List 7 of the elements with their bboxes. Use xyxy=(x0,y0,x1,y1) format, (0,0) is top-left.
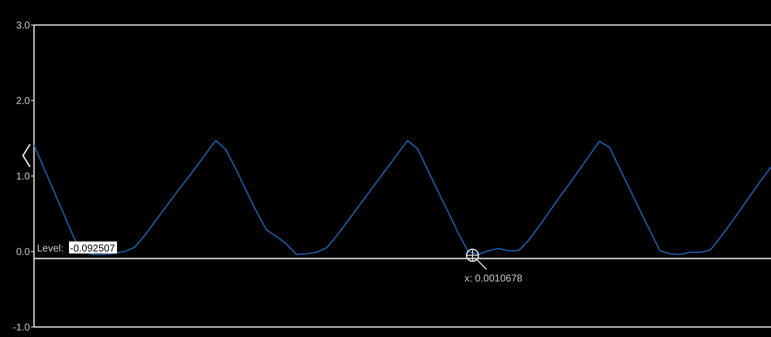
ref-line-label: Level: -0.092507 xyxy=(37,243,116,254)
y-tick-label: 1.0 xyxy=(16,172,30,182)
y-tick-label: 3.0 xyxy=(16,20,30,32)
y-tick-label: 2.0 xyxy=(16,96,30,107)
y-tick-label: -1.0 xyxy=(12,322,30,334)
y-tick-label: 0.0 xyxy=(16,247,30,258)
annotation: x: 0.0010678 xyxy=(464,273,523,284)
